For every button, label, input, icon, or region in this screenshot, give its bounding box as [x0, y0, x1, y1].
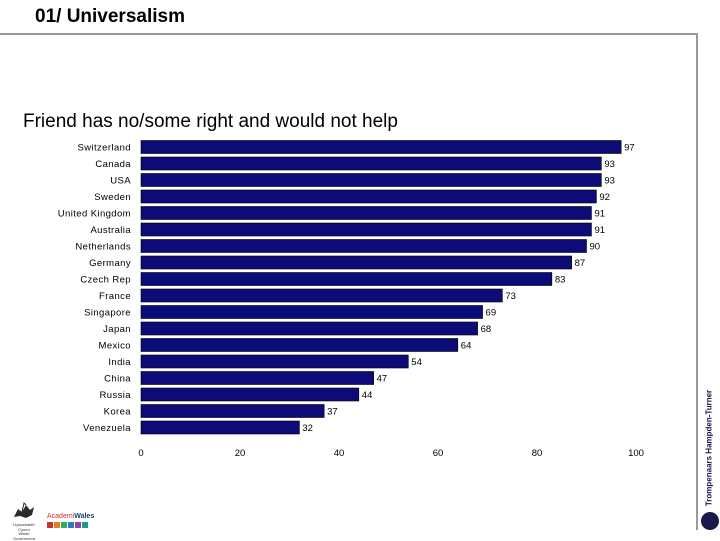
bar-netherlands [140, 239, 587, 253]
value-label: 54 [411, 357, 422, 368]
wales-text: Wales [74, 513, 95, 520]
category-label: Netherlands [75, 242, 131, 253]
academi-color-block [47, 522, 53, 528]
value-label: 93 [604, 159, 615, 170]
bar-switzerland [140, 140, 622, 154]
x-tick-label: 0 [138, 448, 143, 459]
category-label: Mexico [99, 341, 132, 352]
bar-venezuela [140, 420, 300, 435]
value-label: 90 [590, 242, 601, 253]
value-label: 37 [327, 407, 338, 418]
category-label: Singapore [84, 308, 131, 319]
value-label: 83 [555, 275, 566, 286]
category-label: Venezuela [83, 423, 131, 434]
category-label: India [108, 357, 131, 368]
x-tick-label: 80 [532, 448, 543, 459]
bar-china [140, 371, 374, 385]
academi-color-block [54, 522, 60, 528]
value-label: 91 [594, 225, 605, 236]
value-label: 97 [624, 143, 635, 154]
bar-czech-rep [140, 272, 553, 286]
brand-vertical-text: Trompenaars Hampden-Turner [704, 389, 714, 507]
x-tick-label: 60 [433, 448, 444, 459]
value-label: 44 [362, 390, 373, 401]
value-label: 69 [486, 308, 497, 319]
category-label: Germany [89, 258, 131, 269]
chart-title: Friend has no/some right and would not h… [23, 111, 398, 132]
category-label: Russia [100, 390, 132, 401]
category-label: Canada [95, 159, 131, 170]
slide-title: 01/ Universalism [35, 6, 185, 27]
category-label: Japan [103, 324, 131, 335]
bar-singapore [140, 305, 483, 319]
bar-france [140, 288, 503, 303]
category-label: United Kingdom [58, 209, 131, 220]
gov-caption-welsh: Llywodraeth Cymru [13, 522, 35, 532]
value-label: 73 [505, 291, 516, 302]
academi-wales-logo: AcademiWales [47, 513, 94, 533]
category-label: USA [110, 176, 131, 187]
x-tick-label: 40 [334, 448, 345, 459]
bar-korea [140, 404, 325, 418]
category-label: France [99, 291, 131, 302]
academi-text: Academi [47, 513, 75, 520]
bar-japan [140, 321, 478, 336]
bar-usa [140, 173, 602, 187]
category-label: China [104, 374, 131, 385]
bar-united-kingdom [140, 206, 592, 220]
bar-australia [140, 222, 592, 237]
category-label: Sweden [94, 192, 131, 203]
brand-emblem-icon [701, 512, 719, 530]
category-label: Switzerland [77, 143, 131, 154]
academi-color-block [75, 522, 81, 528]
bar-india [140, 354, 409, 369]
trompenaars-brand: Trompenaars Hampden-Turner [698, 388, 720, 508]
value-label: 32 [302, 423, 313, 434]
x-tick-label: 100 [628, 448, 644, 459]
academi-color-block [68, 522, 74, 528]
content-frame [0, 33, 698, 530]
bar-mexico [140, 338, 459, 352]
bar-russia [140, 387, 360, 402]
value-label: 87 [575, 258, 586, 269]
gov-caption-english: Welsh Government [12, 531, 35, 541]
value-label: 47 [377, 374, 388, 385]
value-label: 64 [461, 341, 472, 352]
value-label: 91 [594, 209, 605, 220]
academi-color-block [61, 522, 67, 528]
value-label: 68 [481, 324, 492, 335]
bar-sweden [140, 189, 597, 204]
category-label: Czech Rep [80, 275, 131, 286]
value-label: 93 [604, 176, 615, 187]
x-tick-label: 20 [235, 448, 246, 459]
welsh-government-logo: Llywodraeth Cymru Welsh Government [8, 499, 40, 540]
category-label: Australia [90, 225, 131, 236]
value-label: 92 [599, 192, 610, 203]
category-label: Korea [104, 407, 132, 418]
bar-germany [140, 255, 572, 270]
academi-color-block [82, 522, 88, 528]
bar-canada [140, 156, 602, 171]
